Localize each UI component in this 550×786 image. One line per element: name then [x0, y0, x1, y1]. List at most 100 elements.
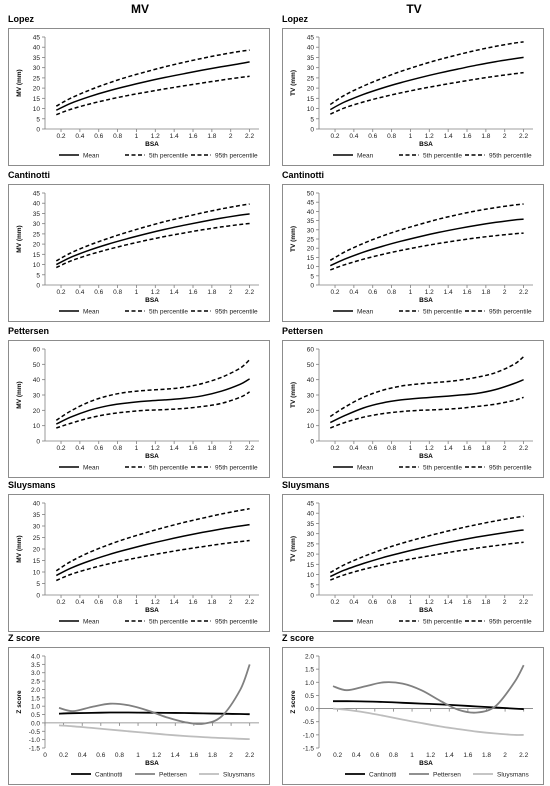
series-line-5th-percentile — [56, 391, 250, 429]
series-line-mean — [55, 213, 250, 266]
y-tick-label: 0 — [36, 283, 40, 290]
series-line-5th-percentile — [330, 71, 524, 115]
legend-label: Mean — [357, 153, 374, 160]
x-tick-label: 2 — [503, 133, 507, 140]
legend-label: 95th percentile — [489, 309, 532, 316]
y-tick-label: 10 — [307, 264, 315, 271]
y-tick-label: 20 — [33, 86, 41, 93]
y-tick-label: 20 — [307, 86, 315, 93]
chart-svg: 0 5 10 15 20 25 30 35 40 45 0.2 0.4 0.6 0.8 1 1.2 1.4 1.6… — [16, 191, 259, 316]
y-tick-label: 15 — [33, 252, 41, 259]
x-tick-label: 2.2 — [245, 289, 254, 296]
legend-label: Cantinotti — [95, 772, 122, 779]
x-tick-label: 1 — [409, 133, 413, 140]
x-tick-label: 2.2 — [519, 599, 528, 606]
legend-label: Pettersen — [433, 772, 461, 779]
y-tick-label: 25 — [33, 231, 41, 238]
x-tick-label: 2 — [503, 599, 507, 606]
x-tick-label: 0.2 — [57, 599, 66, 606]
y-tick-label: 60 — [307, 347, 315, 354]
y-tick-label: 30 — [33, 524, 41, 531]
x-tick-label: 0 — [43, 752, 47, 759]
y-tick-label: 40 — [307, 209, 315, 216]
y-tick-label: 2.0 — [31, 687, 40, 694]
y-tick-label: 45 — [33, 35, 41, 42]
y-tick-label: 0.5 — [305, 693, 314, 700]
chart-panel-cantinotti-mv: Cantinotti 0 5 10 15 20 25 30 35 40 45 0.2 0.4 0.6 0.8… — [8, 170, 270, 322]
series-line-95th-percentile — [329, 203, 524, 261]
x-tick-label: 1.2 — [426, 752, 435, 759]
x-tick-label: 1.8 — [481, 289, 490, 296]
x-tick-label: 1.8 — [207, 599, 216, 606]
y-axis-label: Z score — [16, 690, 23, 714]
legend-label: 95th percentile — [215, 309, 258, 316]
chart-frame: 0 10 20 30 40 50 60 0.2 0.4 0.6 0.8 1 1.2 1.4 1.6 1.8 2 2… — [282, 340, 544, 478]
y-axis-label: MV (mm) — [16, 225, 23, 252]
y-tick-label: 20 — [33, 408, 41, 415]
chart-frame: 0 5 10 15 20 25 30 35 40 45 0.2 0.4 0.6 0.8 1 1.2 1.4 1.6… — [8, 28, 270, 166]
y-tick-label: 30 — [33, 393, 41, 400]
chart-svg: 0 5 10 15 20 25 30 35 40 45 0.2 0.4 0.6 0.8 1 1.2 1.4 1.6… — [290, 35, 533, 160]
x-tick-label: 0.2 — [57, 289, 66, 296]
x-tick-label: 0.2 — [57, 133, 66, 140]
series-line-mean — [55, 61, 250, 111]
y-tick-label: 5 — [36, 581, 40, 588]
x-tick-label: 1 — [135, 289, 139, 296]
x-tick-label: 2 — [229, 599, 233, 606]
x-tick-label: 2 — [229, 445, 233, 452]
y-tick-label: 40 — [33, 45, 41, 52]
x-tick-label: 1.6 — [462, 599, 471, 606]
x-axis-label: BSA — [419, 453, 433, 460]
y-tick-label: 3.0 — [31, 670, 40, 677]
legend-label: 5th percentile — [149, 309, 188, 316]
x-tick-label: 0.8 — [387, 289, 396, 296]
y-tick-label: 40 — [307, 45, 315, 52]
y-tick-label: -0.5 — [303, 719, 315, 726]
y-axis-label: MV (mm) — [16, 535, 23, 562]
chart-frame: 0 10 20 30 40 50 60 0.2 0.4 0.6 0.8 1 1.2 1.4 1.6 1.8 2 2… — [8, 340, 270, 478]
x-tick-label: 1.8 — [208, 752, 217, 759]
y-tick-label: 3.5 — [31, 662, 40, 669]
x-tick-label: 1 — [409, 289, 413, 296]
x-tick-label: 0.4 — [349, 445, 358, 452]
y-tick-label: 20 — [307, 246, 315, 253]
legend-label: Mean — [83, 465, 100, 472]
x-tick-label: 2.2 — [245, 133, 254, 140]
x-tick-label: 1.2 — [425, 133, 434, 140]
x-tick-label: 2.2 — [519, 133, 528, 140]
y-tick-label: 15 — [33, 96, 41, 103]
chart-panel-z-score-tv: Z score -1.5 -1.0 -0.5 0.0 0.5 1.0 1.5 2.0 0 0.2 0.… — [282, 633, 544, 785]
legend-label: 5th percentile — [423, 465, 462, 472]
x-tick-label: 1.4 — [444, 133, 453, 140]
chart-title: Pettersen — [282, 326, 324, 336]
y-tick-label: 35 — [307, 218, 315, 225]
legend-label: 95th percentile — [489, 465, 532, 472]
legend-label: Mean — [83, 153, 100, 160]
chart-frame: 0 5 10 15 20 25 30 35 40 45 0.2 0.4 0.6 0.8 1 1.2 1.4 1.6… — [282, 494, 544, 632]
x-tick-label: 1.4 — [445, 752, 454, 759]
chart-panel-cantinotti-tv: Cantinotti 0 5 10 15 20 25 30 35 40 45 50 0.2 0.4 0.6 0… — [282, 170, 544, 322]
y-tick-label: 10 — [33, 423, 41, 430]
y-tick-label: -1.5 — [29, 746, 41, 753]
y-tick-label: 35 — [33, 55, 41, 62]
x-tick-label: 1.4 — [444, 289, 453, 296]
y-tick-label: 30 — [307, 65, 315, 72]
x-tick-label: 0.6 — [368, 289, 377, 296]
chart-svg: 0 5 10 15 20 25 30 35 40 0.2 0.4 0.6 0.8 1 1.2 1.4 1.6 1.… — [16, 501, 259, 626]
chart-svg: -1.5 -1.0-0.5 0.00.51.0 1.52.02.5 3.03.54.0 0… — [16, 654, 259, 779]
y-tick-label: 5 — [36, 116, 40, 123]
x-tick-label: 0.4 — [75, 445, 84, 452]
series-line-95th-percentile — [55, 203, 250, 262]
x-tick-label: 0.4 — [75, 133, 84, 140]
legend-label: Sluysmans — [497, 772, 530, 779]
x-tick-label: 2.2 — [245, 752, 254, 759]
chart-svg: 0 5 10 15 20 25 30 35 40 45 0.2 0.4 0.6 0.8 1 1.2 1.4 1.6… — [16, 35, 259, 160]
x-tick-label: 1.4 — [444, 599, 453, 606]
y-tick-label: 35 — [33, 512, 41, 519]
y-tick-label: 10 — [307, 106, 315, 113]
series-line-mean — [329, 529, 524, 578]
y-tick-label: 20 — [307, 408, 315, 415]
y-tick-label: 5 — [36, 272, 40, 279]
x-tick-label: 0.6 — [368, 599, 377, 606]
x-tick-label: 1.6 — [188, 289, 197, 296]
